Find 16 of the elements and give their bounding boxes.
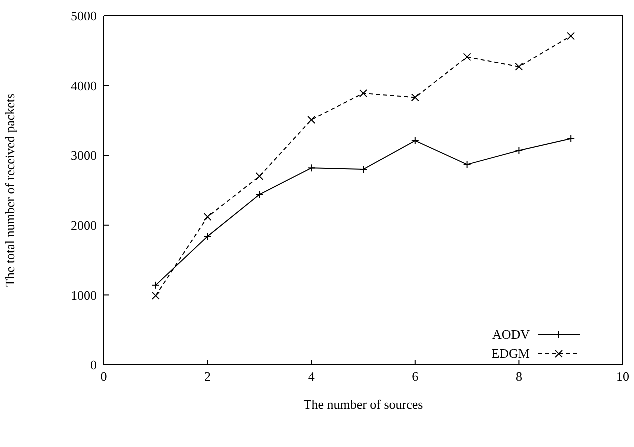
y-tick-label: 2000 — [71, 218, 97, 234]
x-tick-label: 10 — [616, 369, 630, 384]
y-axis-title: The total number of received packets — [2, 94, 18, 288]
x-tick-label: 6 — [412, 369, 420, 384]
x-axis-title: The number of sources — [304, 397, 424, 412]
x-tick-label: 0 — [100, 369, 108, 384]
y-tick-label: 1000 — [71, 288, 97, 303]
x-tick-label: 4 — [308, 369, 316, 384]
x-tick-label: 8 — [516, 369, 522, 384]
y-tick-label: 4000 — [71, 78, 97, 94]
legend-label: EDGM — [492, 346, 530, 362]
y-tick-label: 3000 — [71, 148, 97, 164]
legend-label: AODV — [492, 326, 530, 342]
y-tick-label: 0 — [90, 358, 97, 373]
y-tick-label: 5000 — [71, 8, 97, 24]
x-tick-label: 2 — [204, 369, 212, 384]
